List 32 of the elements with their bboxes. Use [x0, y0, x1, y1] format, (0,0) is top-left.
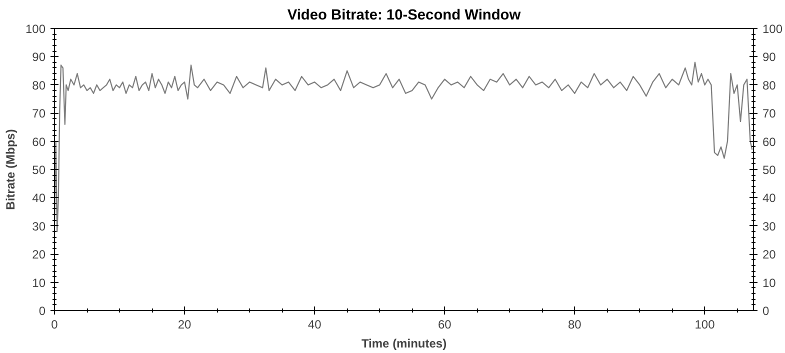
y2-tick-label: 20: [762, 248, 776, 262]
y-tick-label: 20: [32, 248, 46, 262]
y2-tick-label: 30: [762, 219, 776, 234]
y2-tick-label: 50: [762, 163, 776, 177]
y2-tick-label: 60: [762, 134, 776, 149]
y2-tick-label: 10: [762, 276, 776, 290]
y-tick-label: 50: [32, 163, 46, 177]
x-tick-label: 60: [438, 318, 452, 332]
y-tick-label: 30: [32, 219, 46, 234]
y2-tick-label: 90: [762, 50, 776, 64]
y-tick-label: 80: [32, 78, 46, 92]
y-tick-label: 0: [38, 304, 46, 318]
line-series: [54, 62, 753, 232]
x-tick-label: 20: [178, 318, 192, 332]
x-tick-label: 100: [694, 318, 716, 332]
y-tick-label: 90: [32, 50, 46, 64]
y2-tick-label: 70: [762, 106, 776, 121]
y2-tick-label: 80: [762, 78, 776, 92]
y-tick-label: 100: [25, 22, 46, 36]
y-tick-label: 70: [32, 106, 46, 121]
chart-title: Video Bitrate: 10-Second Window: [287, 8, 522, 24]
y-tick-label: 10: [32, 276, 46, 290]
y-tick-label: 40: [32, 191, 46, 206]
x-tick-label: 80: [568, 318, 582, 332]
x-tick-label: 40: [308, 318, 322, 332]
y-tick-label: 60: [32, 134, 46, 149]
y-axis-title: Bitrate (Mbps): [3, 129, 18, 210]
y2-tick-label: 0: [762, 304, 770, 318]
y2-tick-label: 40: [762, 191, 776, 206]
x-tick-label: 0: [51, 318, 58, 332]
y2-tick-label: 100: [762, 22, 783, 36]
x-axis-title: Time (minutes): [361, 336, 447, 350]
